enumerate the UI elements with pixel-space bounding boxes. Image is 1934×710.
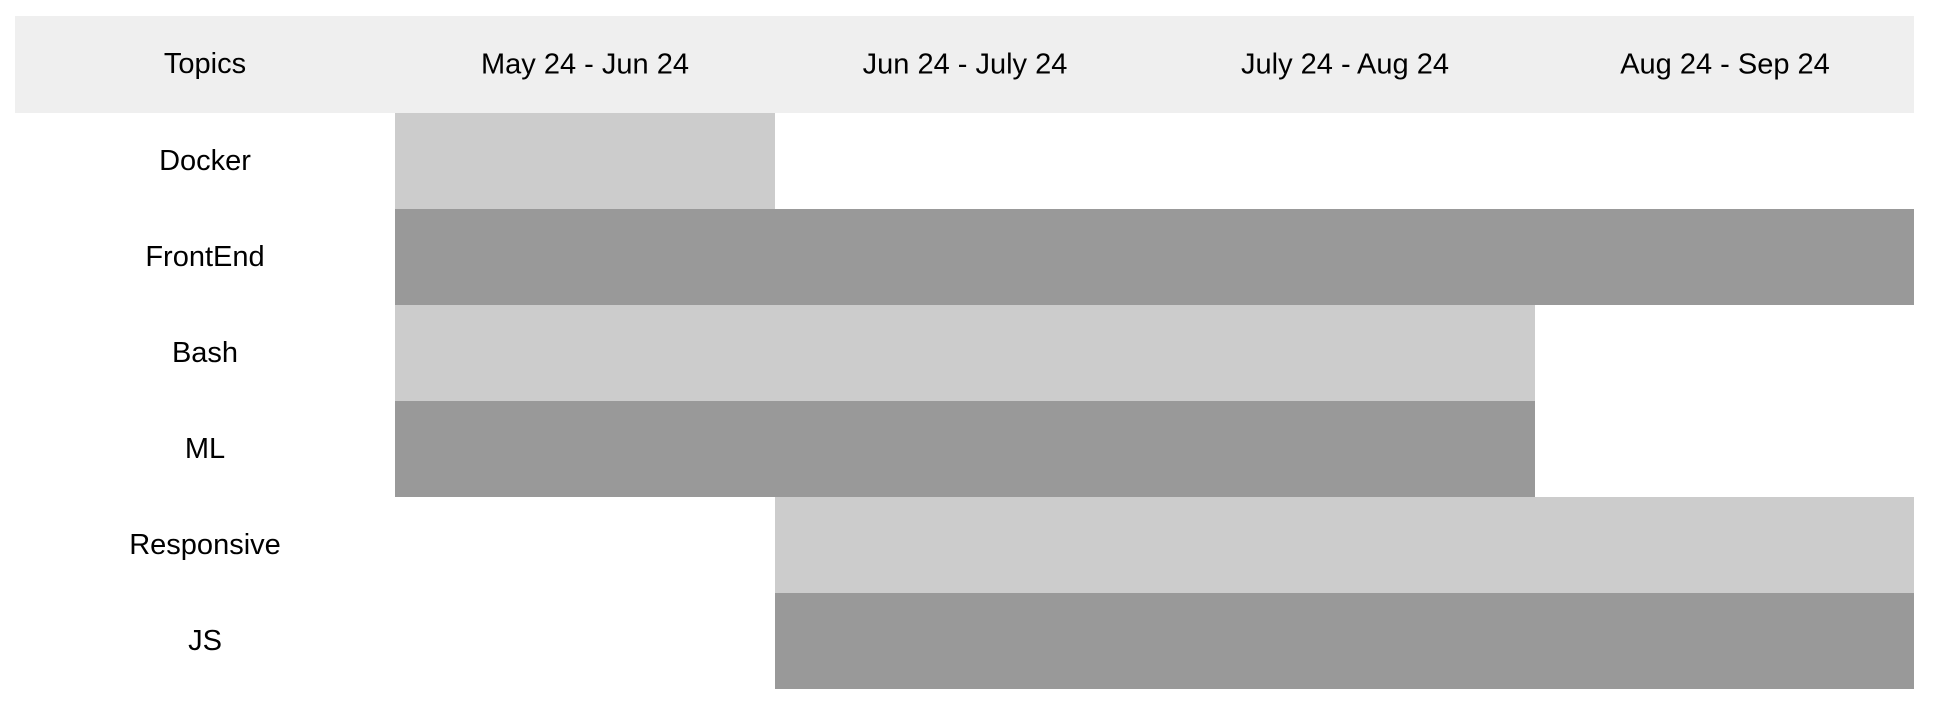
bar-js [775, 593, 1914, 689]
bar-responsive [775, 497, 1914, 593]
header-background [15, 16, 1914, 113]
row-label-ml: ML [185, 433, 225, 465]
bar-docker [395, 113, 775, 209]
period-header-4: Aug 24 - Sep 24 [1620, 49, 1830, 81]
period-header-3: July 24 - Aug 24 [1241, 49, 1449, 81]
row-label-responsive: Responsive [129, 529, 281, 561]
row-label-bash: Bash [172, 337, 238, 369]
bar-ml [395, 401, 1535, 497]
period-header-1: May 24 - Jun 24 [481, 49, 689, 81]
row-label-js: JS [188, 625, 222, 657]
topic-timeline-chart: Topics May 24 - Jun 24 Jun 24 - July 24 Ju… [15, 16, 1914, 689]
topics-header: Topics [164, 48, 246, 80]
bar-frontend [395, 209, 1914, 305]
period-header-2: Jun 24 - July 24 [863, 49, 1068, 81]
bar-bash [395, 305, 1535, 401]
row-label-docker: Docker [159, 145, 251, 177]
row-label-frontend: FrontEnd [145, 241, 264, 273]
